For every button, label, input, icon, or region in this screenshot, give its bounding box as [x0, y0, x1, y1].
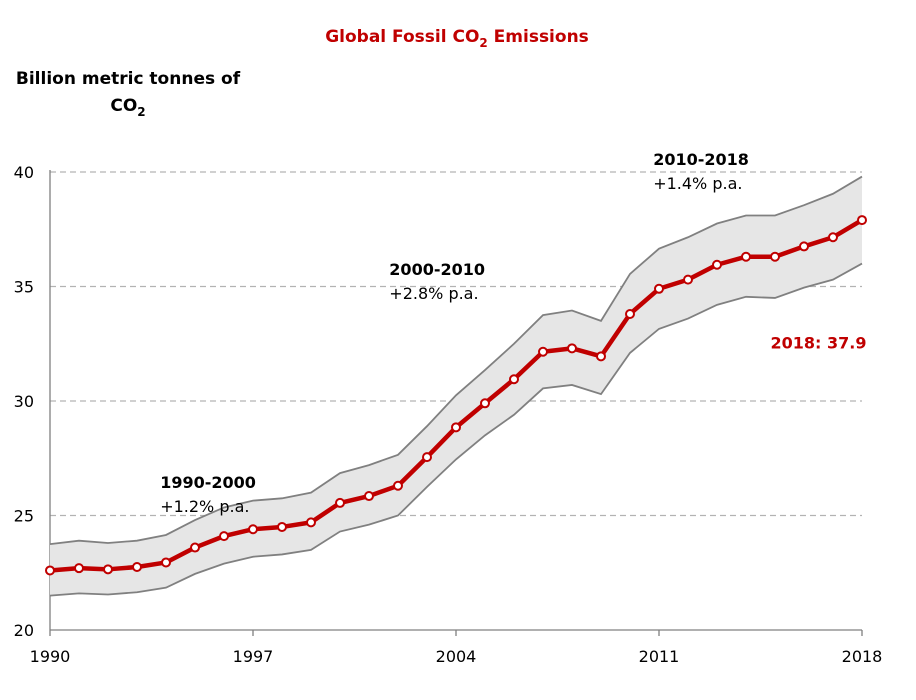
data-point-2005 [480, 398, 490, 409]
band-upper-line [49, 175, 863, 546]
data-point-2002 [393, 480, 403, 491]
data-point-2004 [451, 422, 461, 433]
data-point-1999 [306, 517, 316, 528]
data-point-1995 [190, 542, 200, 553]
data-point-1997 [248, 524, 258, 535]
data-point-1998 [277, 521, 287, 532]
annotation-rate-0: +1.2% p.a. [160, 497, 249, 516]
data-point-2007 [538, 346, 548, 357]
chart-title-subscript: 2 [479, 36, 487, 50]
band-fill [50, 176, 862, 596]
data-point-2003 [422, 452, 432, 463]
uncertainty-band [49, 175, 863, 597]
annotation-period-1: 2000-2010 [389, 260, 485, 279]
annotation-period-2: 2010-2018 [653, 150, 749, 169]
annotation-rate-1: +2.8% p.a. [389, 284, 478, 303]
chart-title-main: Global Fossil CO [325, 27, 479, 47]
data-point-1993 [132, 562, 142, 573]
y-tick-label-30: 30 [14, 392, 34, 411]
annotation-period-0: 1990-2000 [160, 473, 256, 492]
data-point-2016 [799, 241, 809, 252]
annotation-rate-2: +1.4% p.a. [653, 174, 742, 193]
final-value-label: 2018: 37.9 [771, 333, 867, 352]
data-point-2000 [335, 497, 345, 508]
y-axis-label-line1: Billion metric tonnes of [16, 69, 241, 89]
y-tick-label-40: 40 [14, 163, 34, 182]
x-tick-label-2018: 2018 [842, 647, 883, 666]
y-axis-label-subscript: 2 [137, 105, 145, 119]
data-point-2001 [364, 491, 374, 502]
x-tick-label-1990: 1990 [30, 647, 71, 666]
data-markers [45, 215, 867, 576]
y-axis-label-line2: CO2 [110, 96, 145, 119]
data-point-2012 [683, 274, 693, 285]
data-point-2010 [625, 308, 635, 319]
data-point-1990 [45, 565, 55, 576]
data-point-2013 [712, 259, 722, 270]
annotations: 1990-2000 +1.2% p.a. 2000-2010 +2.8% p.a. 20… [160, 150, 866, 516]
y-axis-label-co: CO [110, 96, 137, 116]
x-tick-label-2004: 2004 [436, 647, 477, 666]
tick-labels: 20 25 30 35 40 1990 1997 2004 2011 2018 [14, 163, 883, 666]
data-point-2011 [654, 283, 664, 294]
chart-title: Global Fossil CO2 Emissions [325, 27, 589, 50]
data-point-2017 [828, 232, 838, 243]
data-point-2015 [770, 251, 780, 262]
data-point-2006 [509, 374, 519, 385]
chart-title-rest: Emissions [488, 27, 589, 47]
data-point-2018 [857, 215, 867, 226]
y-tick-label-35: 35 [14, 278, 34, 297]
data-point-1992 [103, 564, 113, 575]
data-point-1996 [219, 531, 229, 542]
data-point-1994 [161, 557, 171, 568]
x-tick-label-2011: 2011 [639, 647, 680, 666]
data-point-2009 [596, 351, 606, 362]
data-point-2014 [741, 251, 751, 262]
data-point-1991 [74, 563, 84, 574]
y-tick-label-20: 20 [14, 621, 34, 640]
band-lower-line [49, 262, 863, 597]
data-point-2008 [567, 343, 577, 354]
y-tick-label-25: 25 [14, 507, 34, 526]
x-tick-label-1997: 1997 [233, 647, 274, 666]
